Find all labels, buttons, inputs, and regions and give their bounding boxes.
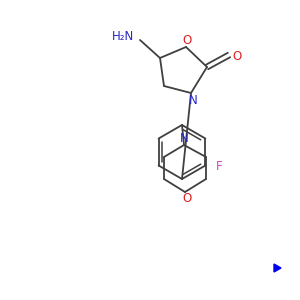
Text: O: O [232, 50, 242, 62]
Text: N: N [180, 131, 188, 145]
Polygon shape [274, 264, 281, 272]
Text: O: O [182, 34, 192, 47]
Text: F: F [216, 160, 223, 173]
Text: O: O [182, 193, 192, 206]
Text: N: N [189, 94, 197, 106]
Text: H₂N: H₂N [112, 31, 134, 44]
